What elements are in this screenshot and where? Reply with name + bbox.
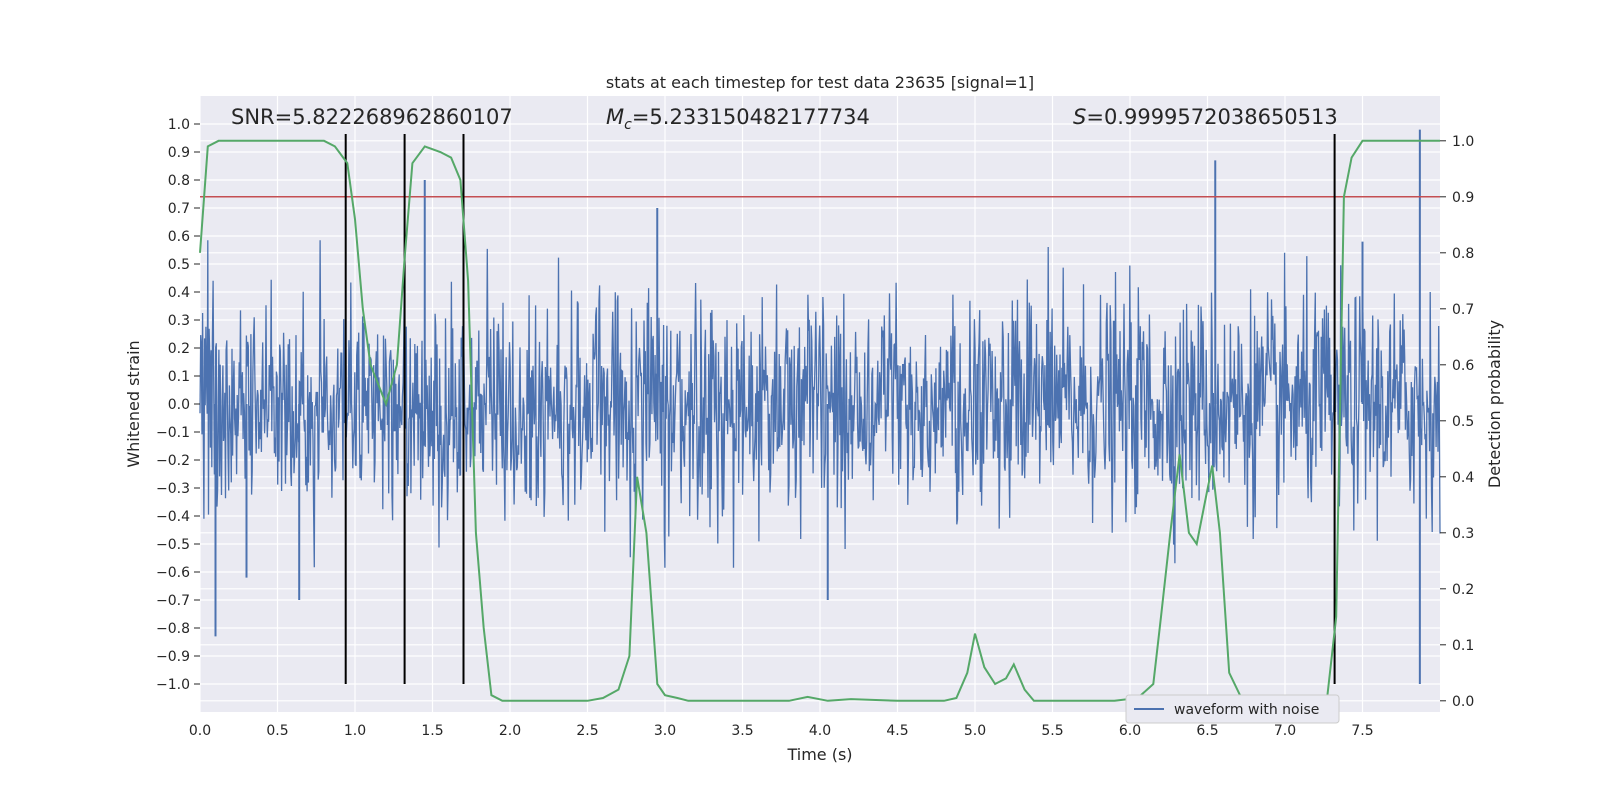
y-tick-label: 0.0	[168, 397, 190, 413]
y2-tick-label: 0.5	[1452, 414, 1474, 430]
x-tick-label: 2.0	[499, 723, 521, 739]
y-tick-label: 0.6	[168, 229, 190, 245]
y-tick-label: −0.8	[156, 621, 190, 637]
legend: waveform with noise	[1125, 694, 1340, 724]
x-tick-label: 4.5	[886, 723, 908, 739]
chirp-mass-value: =5.233150482177734	[632, 105, 870, 129]
x-tick-label: 6.5	[1196, 723, 1218, 739]
y2-tick-label: 0.3	[1452, 526, 1474, 542]
score-symbol: S	[1073, 105, 1086, 129]
y2-tick-label: 0.4	[1452, 470, 1474, 486]
x-tick-labels: 0.0 0.5 1.0 1.5 2.0 2.5 3.0 3.5 4.0 4.5 5.0 5.5 6.0 6…	[189, 723, 1374, 739]
y2-tick-label: 0.2	[1452, 582, 1474, 598]
y-tick-label: 0.5	[168, 257, 190, 273]
y-tick-label: 0.8	[168, 173, 190, 189]
x-tick-label: 2.5	[576, 723, 598, 739]
y-tick-labels: 1.0 0.9 0.8 0.7 0.6 0.5 0.4 0.3 0.2 0.1 0.0 −0.1 −0.…	[156, 117, 200, 693]
y-tick-label: 0.4	[168, 285, 190, 301]
y-tick-label: −0.6	[156, 565, 190, 581]
y-tick-label: 0.7	[168, 201, 190, 217]
x-tick-label: 5.0	[964, 723, 986, 739]
y-tick-label: −0.3	[156, 481, 190, 497]
x-tick-label: 7.0	[1274, 723, 1296, 739]
chirp-mass-annotation: Mc=5.233150482177734	[606, 105, 870, 133]
detection-probability-line	[199, 139, 1440, 702]
x-tick-label: 5.5	[1041, 723, 1063, 739]
y-tick-label: 0.9	[168, 145, 190, 161]
y2-tick-label: 0.8	[1452, 246, 1474, 262]
x-axis-label: Time (s)	[786, 745, 852, 764]
y2-tick-labels: 1.0 0.9 0.8 0.7 0.6 0.5 0.4 0.3 0.2 0.1 0.0	[1440, 134, 1474, 710]
x-tick-label: 7.5	[1351, 723, 1373, 739]
y2-tick-label: 0.6	[1452, 358, 1474, 374]
legend-box	[1125, 694, 1340, 724]
chirp-mass-symbol: M	[606, 105, 624, 129]
x-tick-label: 0.0	[189, 723, 211, 739]
snr-annotation: SNR=5.822268962860107	[231, 105, 513, 129]
y-axis-label: Whitened strain	[124, 340, 143, 467]
waveform-series	[199, 129, 1441, 684]
y-tick-label: −0.9	[156, 649, 190, 665]
y2-axis-label: Detection probability	[1485, 320, 1504, 488]
y2-tick-label: 0.7	[1452, 302, 1474, 318]
y2-tick-label: 0.1	[1452, 638, 1474, 654]
score-annotation: S=0.9999572038650513	[1073, 105, 1338, 129]
y-tick-label: 0.2	[168, 341, 190, 357]
x-tick-label: 1.0	[344, 723, 366, 739]
legend-label: waveform with noise	[1174, 702, 1319, 718]
y-tick-label: 0.3	[168, 313, 190, 329]
y2-tick-label: 0.9	[1452, 190, 1474, 206]
chart-title: stats at each timestep for test data 236…	[606, 73, 1034, 92]
y-tick-label: −0.2	[156, 453, 190, 469]
waveform-line	[199, 240, 1441, 568]
y-tick-label: −0.5	[156, 537, 190, 553]
x-tick-label: 3.5	[731, 723, 753, 739]
x-tick-label: 4.0	[809, 723, 831, 739]
y-tick-label: −0.7	[156, 593, 190, 609]
y2-tick-label: 1.0	[1452, 134, 1474, 150]
y-tick-label: −0.1	[156, 425, 190, 441]
x-tick-label: 3.0	[654, 723, 676, 739]
score-value: =0.9999572038650513	[1086, 105, 1337, 129]
chirp-mass-subscript: c	[624, 117, 632, 133]
y-tick-label: −1.0	[156, 677, 190, 693]
x-tick-label: 6.0	[1119, 723, 1141, 739]
y-tick-label: −0.4	[156, 509, 190, 525]
x-tick-label: 1.5	[421, 723, 443, 739]
y-tick-label: 0.1	[168, 369, 190, 385]
y-tick-label: 1.0	[168, 117, 190, 133]
y2-tick-label: 0.0	[1452, 694, 1474, 710]
x-tick-label: 0.5	[266, 723, 288, 739]
